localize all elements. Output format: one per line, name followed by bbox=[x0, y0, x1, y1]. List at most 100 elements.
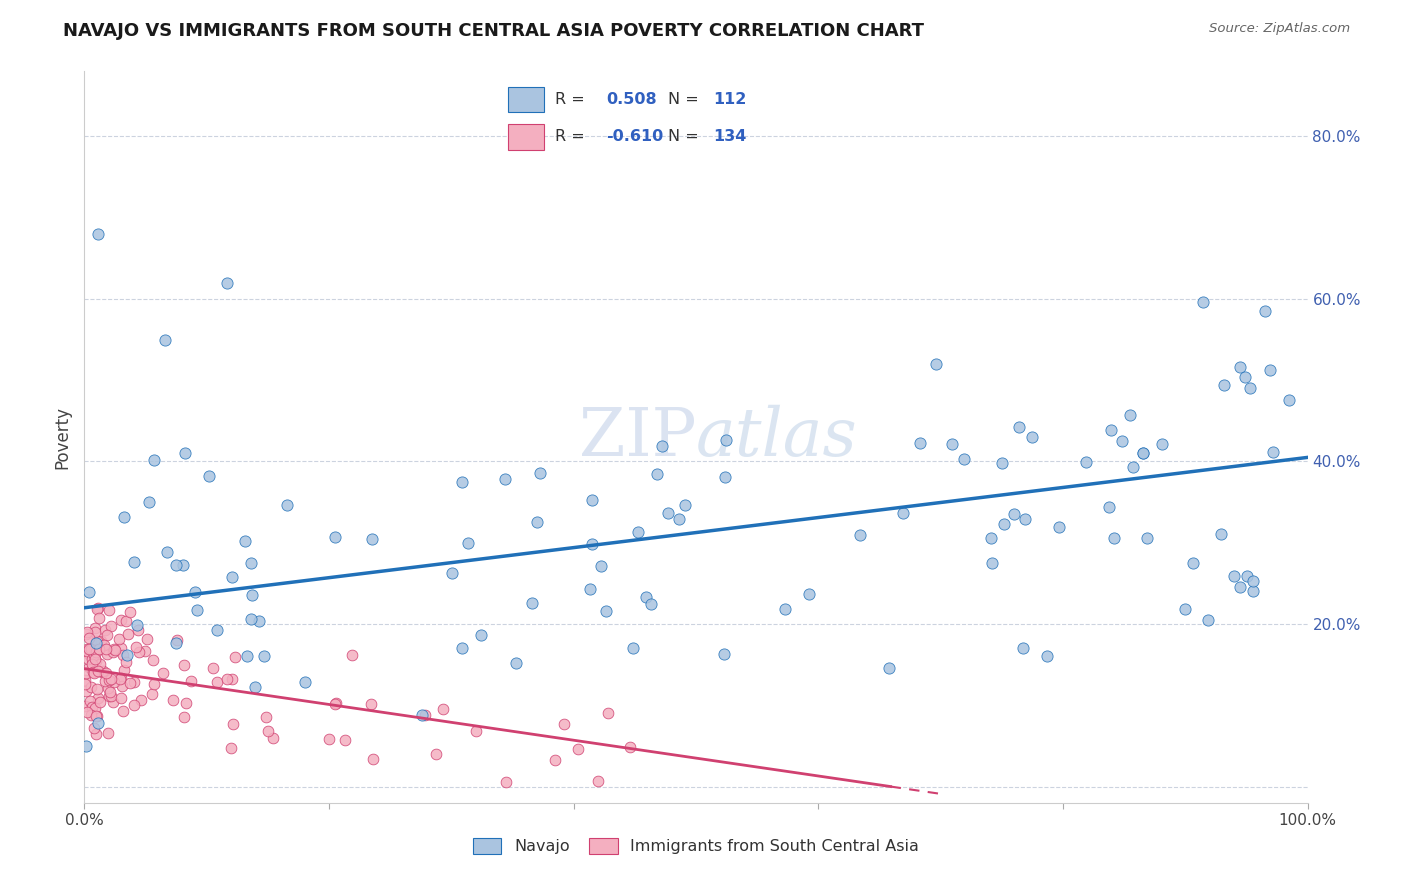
Point bbox=[180, 673, 202, 688]
Point bbox=[131, 693, 153, 707]
Point bbox=[799, 587, 821, 601]
Point bbox=[94, 623, 117, 637]
Point bbox=[80, 652, 103, 666]
Point bbox=[86, 636, 108, 650]
Point bbox=[240, 556, 263, 570]
Text: 0.508: 0.508 bbox=[606, 92, 657, 107]
Point bbox=[173, 710, 195, 724]
Point bbox=[111, 679, 134, 693]
Point bbox=[1102, 531, 1125, 545]
Point bbox=[276, 498, 298, 512]
Point bbox=[75, 739, 97, 753]
Point bbox=[87, 664, 110, 678]
Point bbox=[84, 726, 107, 740]
Point bbox=[87, 600, 110, 615]
Point bbox=[153, 333, 176, 347]
Point bbox=[1021, 430, 1043, 444]
Point bbox=[451, 475, 474, 489]
Point bbox=[110, 613, 132, 627]
Point bbox=[1099, 423, 1122, 437]
Point bbox=[713, 647, 735, 661]
Point bbox=[107, 632, 129, 646]
Text: 134: 134 bbox=[713, 129, 747, 145]
Point bbox=[245, 680, 267, 694]
Point bbox=[657, 506, 679, 520]
Text: NAVAJO VS IMMIGRANTS FROM SOUTH CENTRAL ASIA POVERTY CORRELATION CHART: NAVAJO VS IMMIGRANTS FROM SOUTH CENTRAL … bbox=[63, 22, 924, 40]
Point bbox=[89, 695, 111, 709]
Point bbox=[586, 773, 609, 788]
Point bbox=[127, 623, 149, 637]
Point bbox=[76, 644, 98, 658]
Point bbox=[166, 632, 188, 647]
Point bbox=[294, 674, 316, 689]
Point bbox=[993, 517, 1015, 532]
Point bbox=[205, 623, 228, 637]
Point bbox=[253, 648, 276, 663]
Point bbox=[1254, 304, 1277, 318]
Point bbox=[217, 276, 239, 290]
Point bbox=[1261, 445, 1284, 459]
Point bbox=[634, 590, 657, 604]
Point bbox=[98, 673, 121, 687]
Point bbox=[470, 628, 492, 642]
Point bbox=[100, 619, 122, 633]
Point bbox=[162, 693, 184, 707]
Point bbox=[87, 690, 110, 705]
Point bbox=[1236, 569, 1258, 583]
Point bbox=[94, 665, 117, 680]
Point bbox=[673, 498, 696, 512]
Text: Source: ZipAtlas.com: Source: ZipAtlas.com bbox=[1209, 22, 1350, 36]
Point bbox=[1122, 459, 1144, 474]
Point bbox=[174, 446, 197, 460]
Point bbox=[103, 641, 125, 656]
Point bbox=[112, 510, 135, 524]
Point bbox=[1197, 613, 1219, 627]
Point bbox=[89, 611, 111, 625]
Point bbox=[77, 631, 100, 645]
Point bbox=[202, 661, 225, 675]
Point bbox=[595, 603, 617, 617]
Point bbox=[77, 660, 100, 674]
Text: 112: 112 bbox=[713, 92, 747, 107]
Text: R =: R = bbox=[555, 129, 585, 145]
Point bbox=[526, 515, 548, 529]
Point bbox=[76, 625, 98, 640]
Point bbox=[256, 724, 278, 739]
Point bbox=[143, 677, 166, 691]
Point bbox=[262, 731, 284, 745]
Point bbox=[117, 627, 139, 641]
Point bbox=[247, 614, 270, 628]
Point bbox=[83, 721, 105, 735]
Legend: Navajo, Immigrants from South Central Asia: Navajo, Immigrants from South Central As… bbox=[467, 831, 925, 861]
Point bbox=[118, 605, 141, 619]
Point bbox=[596, 706, 619, 720]
Point bbox=[581, 537, 603, 551]
Point bbox=[925, 357, 948, 371]
Point bbox=[1234, 370, 1257, 384]
Point bbox=[240, 588, 263, 602]
Point bbox=[156, 544, 179, 558]
Point bbox=[75, 683, 97, 698]
Point bbox=[908, 436, 931, 450]
Point bbox=[451, 641, 474, 656]
Point bbox=[84, 654, 107, 668]
Point bbox=[1047, 520, 1070, 534]
Point bbox=[84, 708, 107, 723]
Text: -0.610: -0.610 bbox=[606, 129, 664, 145]
Point bbox=[94, 673, 117, 688]
Point bbox=[110, 641, 132, 656]
Point bbox=[103, 695, 125, 709]
Point bbox=[1076, 455, 1098, 469]
Point bbox=[773, 602, 796, 616]
Text: N =: N = bbox=[668, 129, 699, 145]
Point bbox=[1223, 568, 1246, 582]
Point bbox=[361, 752, 384, 766]
Point bbox=[93, 639, 115, 653]
Point bbox=[86, 716, 108, 731]
Point bbox=[186, 602, 208, 616]
Point bbox=[90, 665, 112, 679]
Point bbox=[75, 698, 97, 713]
Point bbox=[1014, 511, 1036, 525]
Point bbox=[440, 566, 463, 581]
Point bbox=[84, 641, 107, 656]
